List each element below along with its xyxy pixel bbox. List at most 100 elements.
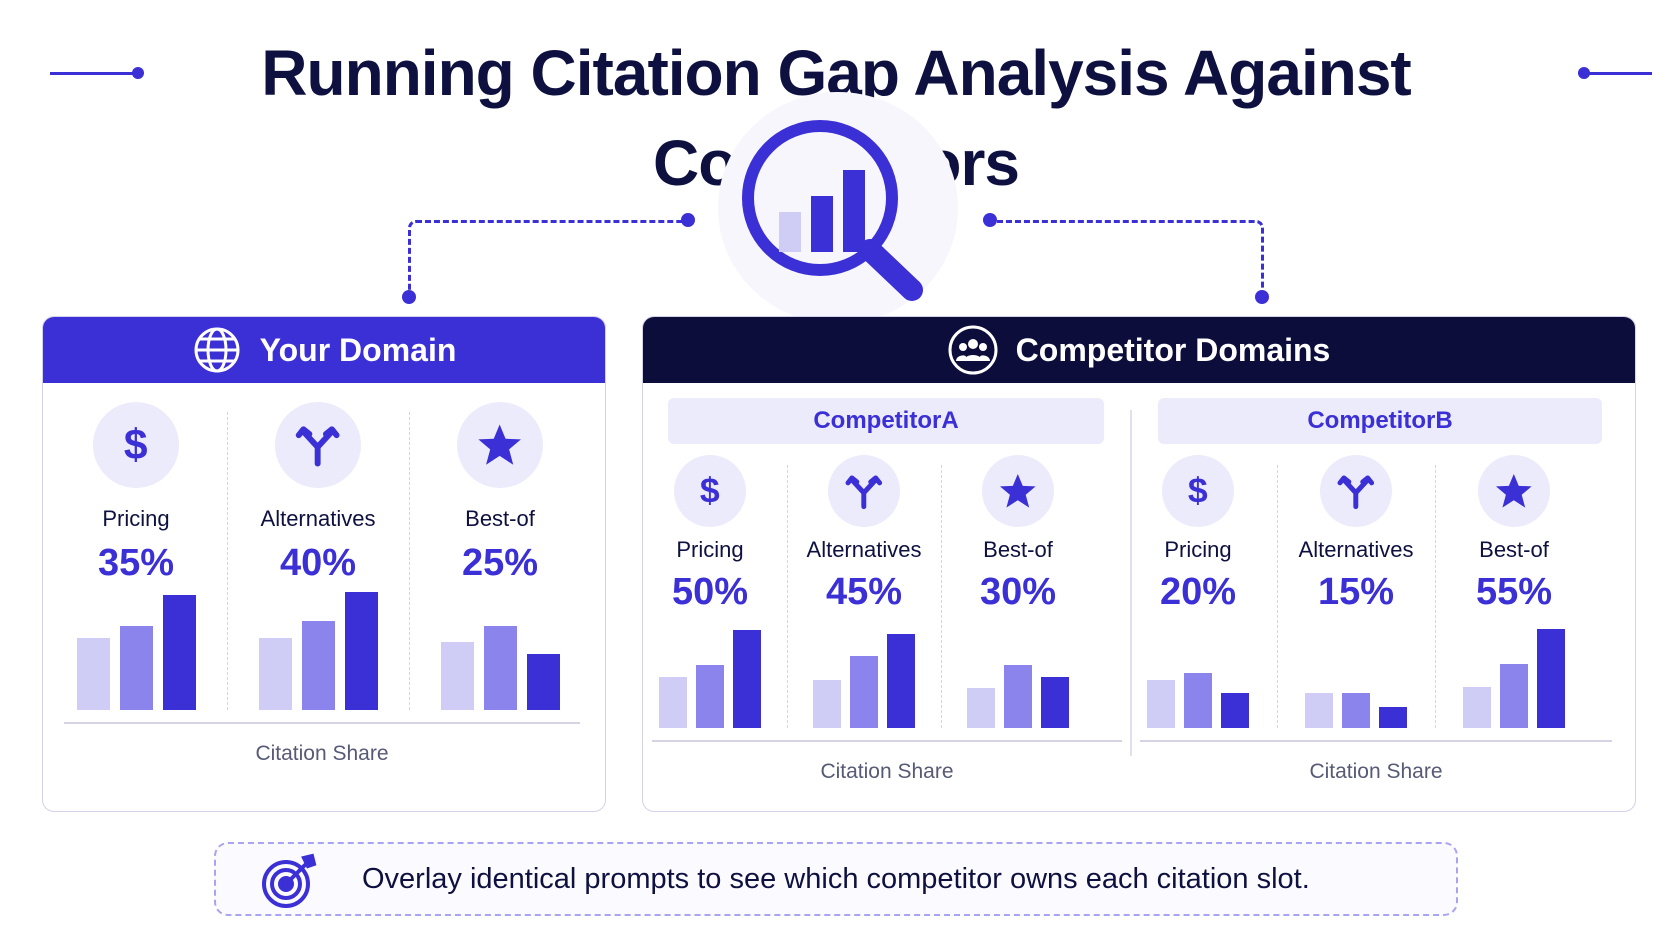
competitor-b-metric-value: 55% [1475, 571, 1553, 613]
star-icon [457, 402, 543, 488]
competitor-b-metric-label: Best-of [1479, 537, 1549, 562]
your-domain-panel: Your Domain [42, 316, 606, 812]
competitor-a-bar-2 [1004, 665, 1032, 728]
dollar-icon: $ [1162, 455, 1234, 527]
competitor-b-bar-1 [1463, 687, 1491, 728]
your-domain-bar-1 [76, 638, 110, 710]
your-domain-bar-2 [483, 626, 517, 710]
title-rule-left [50, 72, 136, 75]
footer-callout: Overlay identical prompts to see which c… [214, 842, 1458, 916]
fork-icon [275, 402, 361, 488]
your-domain-baseline [64, 722, 580, 724]
your-domain-metric-value: 40% [279, 542, 357, 584]
competitor-a-metric-value: 50% [671, 571, 749, 613]
your-domain-mini-bars [76, 590, 196, 710]
competitor-domains-header: Competitor Domains [643, 317, 1635, 383]
column-divider [1435, 465, 1436, 728]
target-icon [260, 852, 320, 910]
competitor-a-best-of-column: Best-of 30% [941, 455, 1095, 730]
competitor-b-axis-label: Citation Share [1309, 760, 1443, 783]
dollar-icon: $ [93, 402, 179, 488]
your-domain-metric-label: Best-of [465, 506, 535, 531]
title-rule-right-dot [1578, 67, 1590, 79]
your-domain-alternatives-column: Alternatives 40% [227, 402, 409, 720]
competitor-b-bar-3 [1379, 707, 1407, 728]
competitor-b-mini-bars [1147, 618, 1249, 728]
competitor-b-mini-bars [1463, 618, 1565, 728]
title-rule-right [1586, 72, 1652, 75]
your-domain-metric-value: 35% [97, 542, 175, 584]
your-domain-mini-bars [258, 590, 378, 710]
connector-right-dot-bottom [1255, 290, 1269, 304]
competitor-a-bar-2 [696, 665, 724, 728]
connector-left-dot-top [681, 213, 695, 227]
competitor-a-label: CompetitorA [668, 398, 1104, 444]
svg-text:$: $ [124, 421, 148, 468]
competitor-b-best-of-column: Best-of 55% [1435, 455, 1593, 730]
fork-icon [1320, 455, 1392, 527]
competitor-b-label: CompetitorB [1158, 398, 1602, 444]
competitor-a-mini-bars [659, 618, 761, 728]
your-domain-bar-2 [301, 621, 335, 710]
globe-icon [192, 325, 242, 375]
competitor-b-baseline [1140, 740, 1612, 742]
your-domain-bar-3 [162, 595, 196, 710]
competitor-a-bar-3 [887, 634, 915, 728]
your-domain-best-of-column: Best-of 25% [409, 402, 591, 720]
connector-left-dot-bottom [402, 290, 416, 304]
competitor-a-metric-label: Pricing [676, 537, 744, 562]
svg-text:$: $ [700, 471, 720, 511]
connector-right-dot-top [983, 213, 997, 227]
competitor-domains-title: Competitor Domains [1015, 331, 1331, 368]
competitor-a-bar-3 [733, 630, 761, 728]
competitor-a-pricing-column: $ Pricing 50% [633, 455, 787, 730]
fork-icon [828, 455, 900, 527]
your-domain-bar-2 [119, 626, 153, 710]
competitor-a-bar-3 [1041, 677, 1069, 728]
your-domain-metric-value: 25% [461, 542, 539, 584]
competitor-a-metric-label: Alternatives [806, 537, 922, 562]
column-divider [941, 465, 942, 728]
your-domain-bar-1 [258, 638, 292, 710]
competitor-b-metric-value: 20% [1159, 571, 1237, 613]
competitor-b-metric-value: 15% [1317, 571, 1395, 613]
competitor-b-metric-label: Pricing [1164, 537, 1232, 562]
connector-left [408, 220, 688, 294]
analysis-hub [718, 92, 958, 324]
competitor-b-bar-2 [1184, 673, 1212, 728]
competitor-a-metric-value: 30% [979, 571, 1057, 613]
competitor-a-alternatives-column: Alternatives 45% [787, 455, 941, 730]
competitor-b-bar-2 [1342, 693, 1370, 728]
competitor-a-mini-bars [813, 618, 915, 728]
competitor-a-metric-label: Best-of [983, 537, 1053, 562]
competitor-a-bar-1 [967, 688, 995, 728]
competitor-b-pricing-column: $ Pricing 20% [1119, 455, 1277, 730]
svg-text:$: $ [1188, 471, 1208, 511]
competitor-b-mini-bars [1305, 618, 1407, 728]
competitor-b-bar-1 [1305, 693, 1333, 728]
column-divider [1277, 465, 1278, 728]
magnifier-chart-icon [742, 120, 923, 301]
competitor-b-bar-2 [1500, 664, 1528, 728]
competitor-a-axis-label: Citation Share [820, 760, 954, 783]
your-domain-bar-1 [440, 642, 474, 710]
footer-text: Overlay identical prompts to see which c… [362, 863, 1310, 895]
connector-right [988, 220, 1264, 294]
competitor-group-divider [1130, 410, 1132, 756]
star-icon [982, 455, 1054, 527]
column-divider [409, 412, 410, 710]
your-domain-metric-label: Pricing [102, 506, 170, 531]
competitor-a-baseline [652, 740, 1122, 742]
competitor-b-metric-label: Alternatives [1298, 537, 1414, 562]
competitor-a-bar-1 [659, 677, 687, 728]
star-icon [1478, 455, 1550, 527]
competitor-a-bar-1 [813, 680, 841, 728]
dollar-icon: $ [674, 455, 746, 527]
competitor-b-bar-1 [1147, 680, 1175, 728]
your-domain-metric-label: Alternatives [260, 506, 376, 531]
column-divider [787, 465, 788, 728]
competitor-a-bar-2 [850, 656, 878, 728]
competitor-b-bar-3 [1537, 629, 1565, 728]
your-domain-header: Your Domain [43, 317, 605, 383]
your-domain-pricing-column: $ Pricing 35% [45, 402, 227, 720]
